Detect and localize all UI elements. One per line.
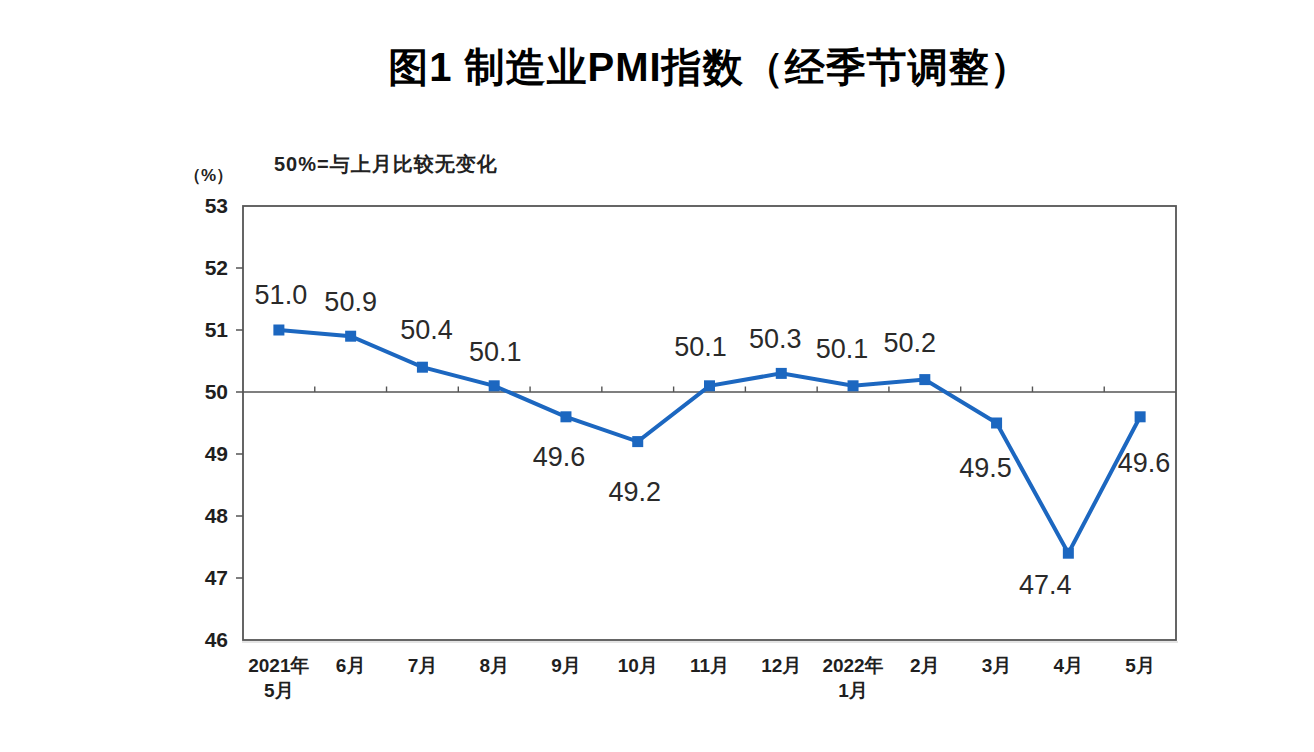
pmi-series-line [279, 330, 1140, 553]
x-axis-label: 11月 [690, 655, 729, 676]
y-axis-label: 52 [205, 256, 228, 279]
data-point-label: 50.9 [324, 287, 377, 317]
x-axis-label: 2021年 [248, 655, 309, 676]
x-axis-label: 6月 [336, 655, 366, 676]
data-point-marker [848, 380, 859, 391]
x-axis-label: 4月 [1054, 655, 1084, 676]
pmi-line-chart: 53 52 51 50 49 48 47 46 2021年 5月 6月 7月 8月 9月 10月 11月 12月… [0, 0, 1314, 752]
y-axis-label: 49 [205, 442, 228, 465]
y-axis-label: 46 [205, 628, 228, 651]
y-axis-label: 47 [205, 566, 228, 589]
x-axis-label: 5月 [264, 680, 294, 701]
x-axis-label: 1月 [838, 680, 868, 701]
data-point-label: 47.4 [1019, 570, 1072, 600]
data-point-marker [704, 380, 715, 391]
x-axis-label: 7月 [408, 655, 438, 676]
data-point-marker [417, 362, 428, 373]
data-point-label: 50.1 [816, 334, 869, 364]
data-point-label: 51.0 [255, 280, 308, 310]
x-axis-label: 12月 [761, 655, 801, 676]
y-axis-label: 50 [205, 380, 228, 403]
data-point-marker [273, 325, 284, 336]
data-point-marker [345, 331, 356, 342]
data-point-label: 50.4 [400, 315, 453, 345]
data-point-marker [919, 374, 930, 385]
data-point-label: 49.5 [959, 453, 1012, 483]
x-axis-label: 5月 [1125, 655, 1155, 676]
y-axis-label: 53 [205, 194, 228, 217]
data-point-marker [1063, 548, 1074, 559]
data-point-marker [776, 368, 787, 379]
x-axis-label: 8月 [479, 655, 509, 676]
x-axis-label: 2月 [910, 655, 940, 676]
data-point-marker [1135, 411, 1146, 422]
x-axis-label: 10月 [618, 655, 658, 676]
x-axis-label: 2022年 [822, 655, 883, 676]
data-point-marker [489, 380, 500, 391]
data-point-marker [991, 418, 1002, 429]
data-point-label: 50.1 [469, 337, 522, 367]
data-point-label: 49.6 [533, 442, 586, 472]
data-point-marker [560, 411, 571, 422]
data-point-label: 50.3 [749, 324, 802, 354]
data-point-label: 49.6 [1118, 448, 1171, 478]
data-point-label: 49.2 [608, 477, 661, 507]
x-axis-label: 9月 [551, 655, 581, 676]
data-point-label: 50.2 [884, 328, 937, 358]
x-axis-label: 3月 [982, 655, 1012, 676]
y-axis-label: 51 [205, 318, 229, 341]
data-point-label: 50.1 [674, 332, 727, 362]
data-point-marker [632, 436, 643, 447]
y-axis-label: 48 [205, 504, 229, 527]
